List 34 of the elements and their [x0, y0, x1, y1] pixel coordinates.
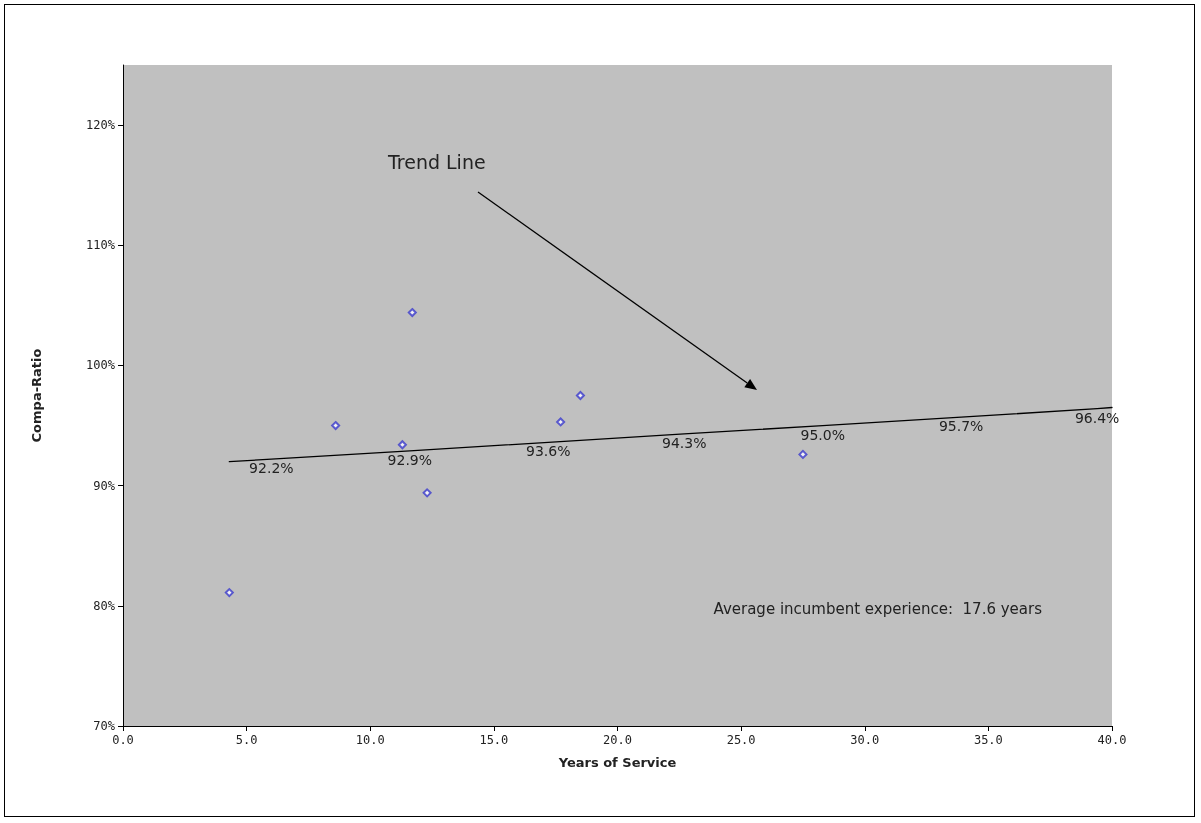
- point: [556, 417, 566, 427]
- x-tick-label: 25.0: [726, 733, 756, 747]
- annotation: Trend Line: [387, 150, 486, 173]
- x-tick-label: 40.0: [1097, 733, 1127, 747]
- point: [407, 308, 417, 318]
- point: [331, 421, 341, 431]
- x-tick-label: 20.0: [603, 733, 632, 747]
- x-tick-label: 35.0: [973, 733, 1003, 747]
- y-tick-label: 100%: [86, 358, 116, 373]
- x-tick-label: 5.0: [235, 733, 258, 747]
- data-label: 95.7%: [938, 418, 984, 435]
- data-label: 94.3%: [662, 434, 707, 451]
- x-tick-label: 15.0: [479, 733, 509, 747]
- point: [575, 391, 585, 400]
- point: [422, 488, 432, 498]
- data-label: 92.9%: [387, 451, 433, 468]
- y-tick-label: 70%: [93, 719, 116, 733]
- x-tick-label: 0.0: [112, 733, 134, 747]
- annotation: Average incumbent experience: 17.6 years: [713, 599, 1043, 618]
- data-label: 95.0%: [800, 426, 845, 443]
- y-tick-label: 120%: [86, 118, 116, 133]
- point: [397, 440, 407, 450]
- y-tick-label: 110%: [86, 238, 116, 253]
- y-tick-label: 80%: [93, 598, 116, 613]
- x-tick-label: 10.0: [355, 733, 385, 747]
- x-tick-label: 30.0: [850, 733, 880, 747]
- y-axis-title: Compa-Ratio: [29, 348, 44, 443]
- point: [798, 449, 808, 459]
- x-axis-title: Years of Service: [557, 755, 677, 770]
- data-label: 92.2%: [249, 460, 294, 477]
- point: [224, 588, 234, 598]
- y-tick-label: 90%: [93, 478, 116, 493]
- data-label: 93.6%: [526, 443, 571, 460]
- data-label: 96.4%: [1074, 409, 1120, 426]
